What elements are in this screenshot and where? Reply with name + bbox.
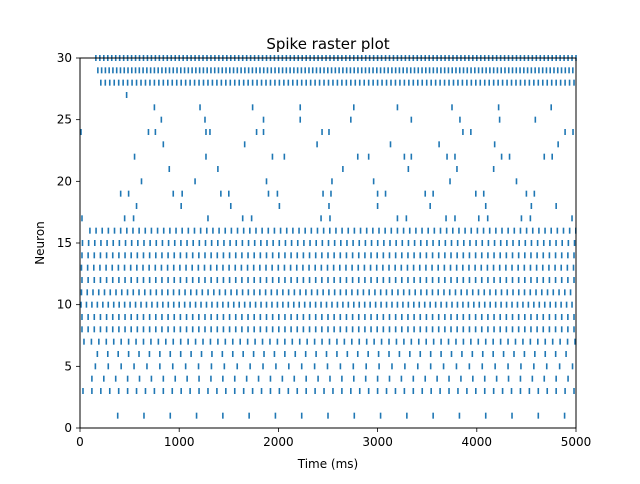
spikes-layer bbox=[80, 55, 577, 419]
x-axis-label: Time (ms) bbox=[297, 457, 359, 471]
ticks-layer: 0 1000 2000 3000 4000 5000 0 5 10 15 20 25 30 bbox=[57, 51, 592, 449]
y-axis-label: Neuron bbox=[33, 221, 47, 265]
y-tick-label: 5 bbox=[64, 359, 72, 373]
chart-title: Spike raster plot bbox=[266, 35, 389, 53]
x-tick-label: 3000 bbox=[362, 435, 393, 449]
y-tick-label: 25 bbox=[57, 113, 72, 127]
y-tick-label: 0 bbox=[64, 421, 72, 435]
x-tick-label: 5000 bbox=[561, 435, 592, 449]
y-tick-label: 10 bbox=[57, 298, 72, 312]
y-tick-label: 15 bbox=[57, 236, 72, 250]
x-tick-label: 1000 bbox=[164, 435, 195, 449]
x-tick-label: 4000 bbox=[462, 435, 493, 449]
x-tick-label: 0 bbox=[76, 435, 84, 449]
y-tick-label: 30 bbox=[57, 51, 72, 65]
x-tick-label: 2000 bbox=[263, 435, 294, 449]
y-tick-label: 20 bbox=[57, 174, 72, 188]
